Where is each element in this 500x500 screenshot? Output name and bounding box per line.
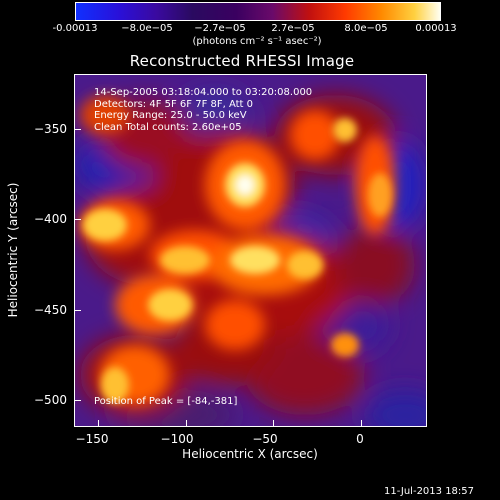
y-tick-mark	[75, 219, 81, 220]
y-tick-mark	[75, 310, 81, 311]
colorbar-tick: −2.7e−05	[194, 23, 246, 34]
x-tick-mark	[273, 420, 274, 426]
rhessi-image-canvas	[75, 75, 426, 426]
overlay-energy-range: Energy Range: 25.0 - 50.0 keV	[94, 110, 247, 121]
x-axis-label: Heliocentric X (arcsec)	[182, 447, 318, 461]
x-tick-mark	[361, 420, 362, 426]
y-tick-label: −400	[34, 212, 67, 226]
rhessi-image: 14-Sep-2005 03:18:04.000 to 03:20:08.000…	[74, 74, 427, 427]
colorbar	[75, 2, 441, 21]
y-tick-mark	[75, 129, 81, 130]
render-timestamp: 11-Jul-2013 18:57	[384, 486, 475, 497]
colorbar-units: (photons cm⁻² s⁻¹ asec⁻²)	[192, 36, 322, 47]
y-tick-label: −500	[34, 393, 67, 407]
image-title: Reconstructed RHESSI Image	[129, 52, 355, 70]
x-tick-label: −50	[252, 432, 278, 446]
colorbar-tick: 8.0e−05	[344, 23, 388, 34]
overlay-clean-counts: Clean Total counts: 2.60e+05	[94, 121, 242, 133]
overlay-detectors: Detectors: 4F 5F 6F 7F 8F, Att 0	[94, 98, 254, 110]
x-tick-label: 0	[356, 432, 364, 446]
overlay-time-range: 14-Sep-2005 03:18:04.000 to 03:20:08.000	[94, 87, 313, 98]
x-tick-mark	[186, 420, 187, 426]
x-tick-mark	[98, 420, 99, 426]
y-tick-mark	[75, 400, 81, 401]
y-tick-label: −450	[34, 303, 67, 317]
colorbar-tick: 2.7e−05	[271, 23, 315, 34]
colorbar-tick: 0.00013	[415, 23, 457, 34]
x-tick-label: −150	[75, 432, 109, 446]
colorbar-tick: -0.00013	[52, 23, 98, 34]
y-axis-label: Heliocentric Y (arcsec)	[6, 182, 20, 318]
overlay-peak-position: Position of Peak = [-84,-381]	[94, 396, 238, 407]
colorbar-tick: −8.0e−05	[121, 23, 173, 34]
y-tick-label: −350	[34, 122, 67, 136]
x-tick-label: −100	[160, 432, 194, 446]
